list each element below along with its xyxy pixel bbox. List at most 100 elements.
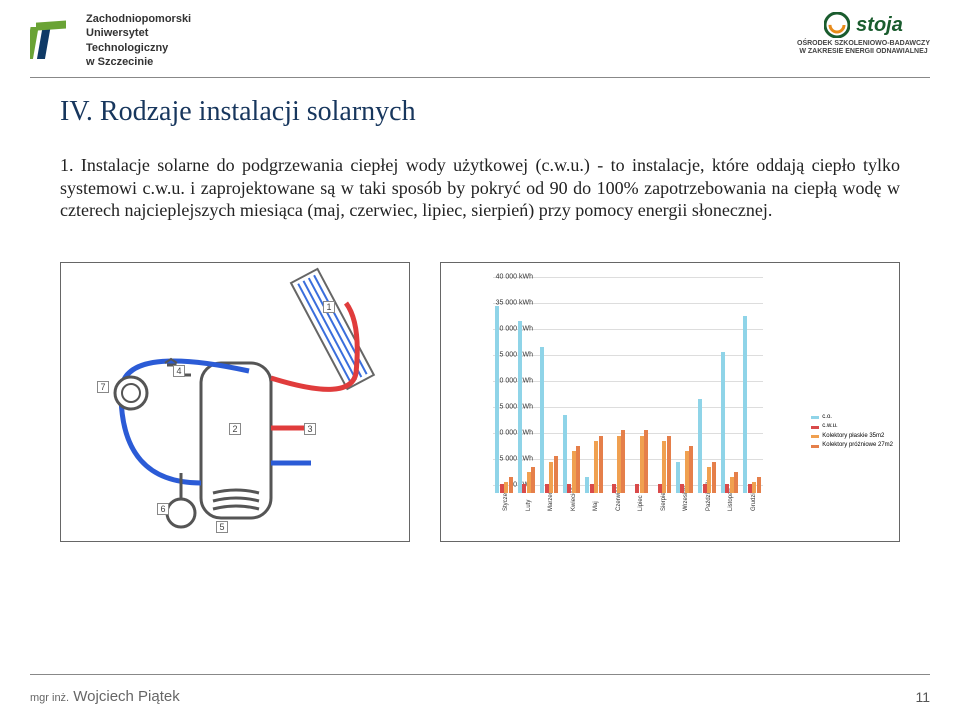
uni-line3: Technologiczny bbox=[86, 41, 191, 55]
bar bbox=[621, 430, 625, 492]
chart-legend: c.o.c.w.u.Kolektory płaskie 35m2Kolektor… bbox=[811, 413, 893, 451]
university-logo: Zachodniopomorski Uniwersytet Technologi… bbox=[30, 12, 191, 69]
bar bbox=[680, 484, 684, 492]
uni-line2: Uniwersytet bbox=[86, 26, 191, 40]
sch-label-2: 2 bbox=[229, 423, 241, 435]
bar bbox=[685, 451, 689, 493]
bar bbox=[554, 456, 558, 492]
month-group bbox=[516, 321, 538, 493]
bar bbox=[572, 451, 576, 493]
content: IV. Rodzaje instalacji solarnych 1. Inst… bbox=[0, 78, 960, 542]
page-title: IV. Rodzaje instalacji solarnych bbox=[60, 96, 900, 128]
month-group bbox=[538, 347, 560, 493]
bar bbox=[712, 462, 716, 493]
legend-label: Kolektory płaskie 35m2 bbox=[822, 432, 884, 442]
sch-label-1: 1 bbox=[323, 301, 335, 313]
legend-item: c.o. bbox=[811, 413, 893, 423]
ostoja-subtitle: OŚRODEK SZKOLENIOWO-BADAWCZY W ZAKRESIE … bbox=[797, 40, 930, 57]
uni-name: Zachodniopomorski Uniwersytet Technologi… bbox=[86, 12, 191, 69]
month-group bbox=[606, 430, 628, 492]
legend-swatch bbox=[811, 445, 819, 448]
month-group bbox=[583, 436, 605, 493]
ostoja-icon bbox=[824, 12, 850, 38]
bar bbox=[730, 477, 734, 493]
bar bbox=[689, 446, 693, 493]
legend-swatch bbox=[811, 416, 819, 419]
month-group bbox=[651, 436, 673, 493]
bar bbox=[676, 462, 680, 493]
x-tick-label: Marzec bbox=[548, 491, 554, 511]
bar bbox=[734, 472, 738, 493]
bar bbox=[509, 477, 513, 493]
bar bbox=[640, 436, 644, 493]
bar bbox=[644, 430, 648, 492]
bar bbox=[662, 441, 666, 493]
legend-label: c.o. bbox=[822, 413, 832, 423]
legend-label: Kolektory próżniowe 27m2 bbox=[822, 441, 893, 451]
bar bbox=[617, 436, 621, 493]
bar bbox=[748, 484, 752, 492]
bar bbox=[500, 484, 504, 492]
sch-label-5: 5 bbox=[216, 521, 228, 533]
uni-line1: Zachodniopomorski bbox=[86, 12, 191, 26]
x-tick-label: Luty bbox=[526, 499, 532, 510]
x-tick-label: Lipiec bbox=[638, 495, 644, 511]
bar bbox=[590, 484, 594, 492]
bar bbox=[658, 484, 662, 492]
sch-label-4: 4 bbox=[173, 365, 185, 377]
uni-icon bbox=[30, 19, 74, 63]
page-number: 11 bbox=[915, 689, 930, 705]
legend-swatch bbox=[811, 435, 819, 438]
bar bbox=[522, 484, 526, 492]
month-group bbox=[628, 430, 650, 492]
bar bbox=[743, 316, 747, 493]
bar bbox=[721, 352, 725, 492]
bar bbox=[549, 462, 553, 493]
solar-schematic: 1 2 3 4 5 6 7 bbox=[60, 262, 410, 542]
sch-label-7: 7 bbox=[97, 381, 109, 393]
legend-swatch bbox=[811, 426, 819, 429]
figures-row: 1 2 3 4 5 6 7 40 000 kWh35 000 kWh30 000… bbox=[60, 262, 900, 542]
author-prefix: mgr inż. bbox=[30, 692, 69, 704]
legend-label: c.w.u. bbox=[822, 422, 837, 432]
bar bbox=[504, 482, 508, 492]
legend-item: Kolektory próżniowe 27m2 bbox=[811, 441, 893, 451]
bar bbox=[576, 446, 580, 493]
bar bbox=[567, 484, 571, 492]
author: mgr inż. Wojciech Piątek bbox=[30, 688, 180, 705]
footer: mgr inż. Wojciech Piątek 11 bbox=[0, 680, 960, 717]
bar bbox=[594, 441, 598, 493]
month-group bbox=[561, 415, 583, 493]
bar bbox=[527, 472, 531, 493]
bar bbox=[540, 347, 544, 493]
bar bbox=[563, 415, 567, 493]
month-group bbox=[674, 446, 696, 493]
bar bbox=[667, 436, 671, 493]
sch-label-3: 3 bbox=[304, 423, 316, 435]
month-group bbox=[719, 352, 741, 492]
body-paragraph: 1. Instalacje solarne do podgrzewania ci… bbox=[60, 154, 900, 222]
bar bbox=[635, 484, 639, 492]
ostoja-name: stoja bbox=[856, 14, 903, 37]
ostoja-logo: stoja bbox=[824, 12, 903, 38]
bar bbox=[752, 482, 756, 492]
bar bbox=[495, 306, 499, 493]
bar bbox=[757, 477, 761, 493]
legend-item: Kolektory płaskie 35m2 bbox=[811, 432, 893, 442]
bar bbox=[545, 484, 549, 492]
ostoja-logo-block: stoja OŚRODEK SZKOLENIOWO-BADAWCZY W ZAK… bbox=[797, 12, 930, 57]
bar bbox=[707, 467, 711, 493]
bar bbox=[599, 436, 603, 493]
uni-line4: w Szczecinie bbox=[86, 55, 191, 69]
bar bbox=[612, 484, 616, 492]
legend-item: c.w.u. bbox=[811, 422, 893, 432]
bar bbox=[585, 477, 589, 493]
bar bbox=[725, 484, 729, 492]
bar bbox=[531, 467, 535, 493]
bar bbox=[703, 484, 707, 492]
energy-bar-chart: 40 000 kWh35 000 kWh30 000 kWh25 000 kWh… bbox=[440, 262, 900, 542]
header: Zachodniopomorski Uniwersytet Technologi… bbox=[0, 0, 960, 73]
bar bbox=[698, 399, 702, 493]
y-tick-label: 40 000 kWh bbox=[496, 273, 533, 280]
x-tick-label: Maj bbox=[593, 501, 599, 511]
